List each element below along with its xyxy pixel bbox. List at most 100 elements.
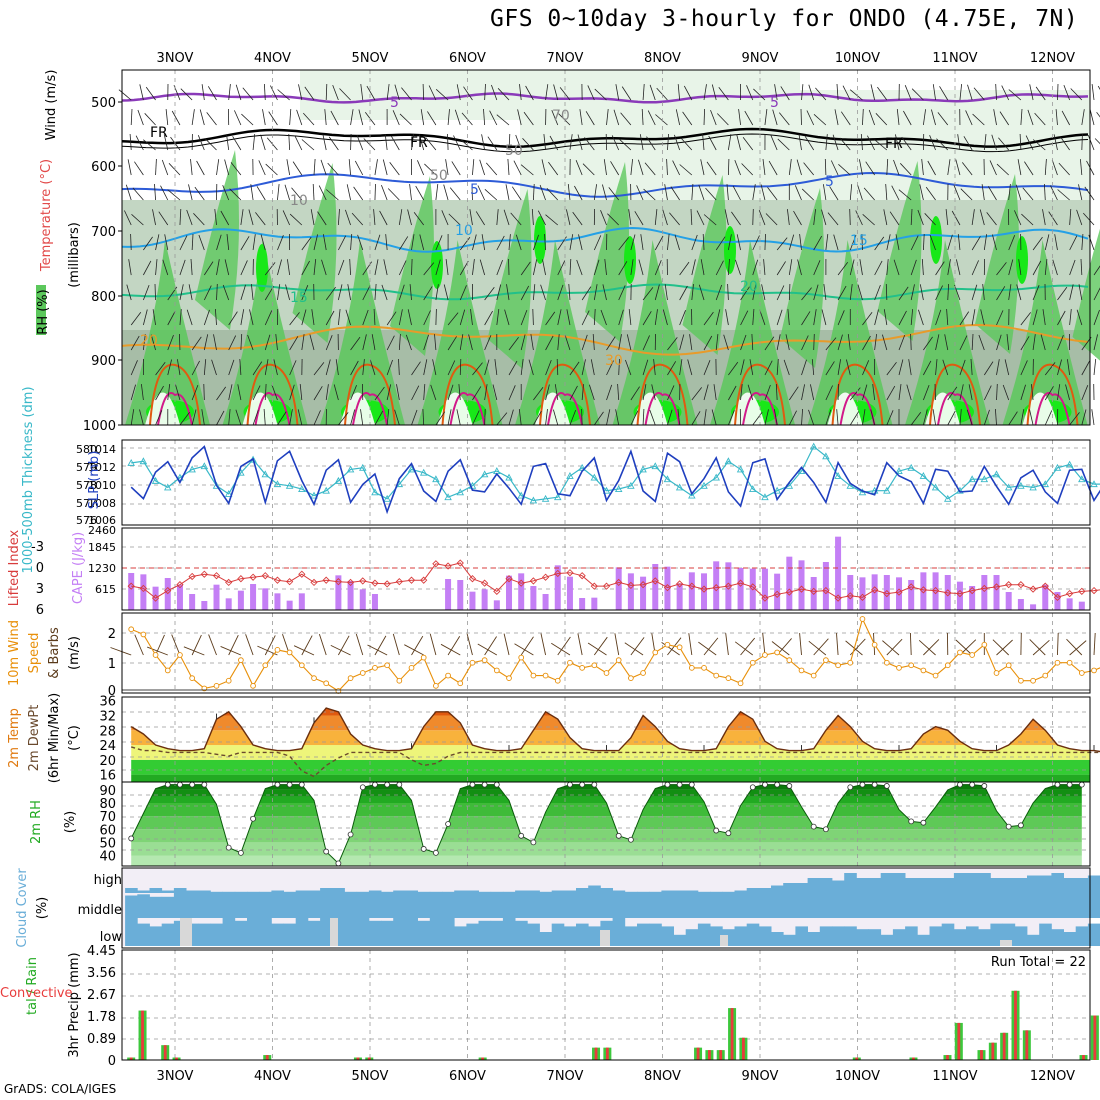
wind-barb — [240, 260, 248, 276]
li-point — [749, 583, 757, 591]
thickness-point — [432, 475, 440, 483]
wind-barb — [386, 84, 390, 101]
wind-barb — [313, 234, 318, 251]
rh-bright-cell — [624, 236, 636, 284]
wind-barb — [1044, 362, 1056, 376]
wind-barb — [418, 134, 425, 151]
wind-barb — [927, 160, 936, 176]
wind-barb — [168, 163, 181, 176]
wind-barb — [954, 284, 961, 301]
wind-barb — [318, 633, 327, 656]
wind-barb — [398, 309, 403, 326]
cloud-bar — [393, 893, 406, 918]
temp-contour-30c — [937, 392, 973, 426]
li-point — [1005, 581, 1013, 589]
wind-barb — [727, 158, 730, 176]
wind-barb — [862, 384, 868, 401]
wind-barb — [327, 162, 339, 176]
wind-barb — [764, 233, 766, 251]
li-point — [627, 581, 635, 590]
rh-point — [920, 819, 927, 826]
thickness-point — [651, 462, 660, 470]
wind-barb — [891, 185, 900, 201]
rh-point — [591, 781, 598, 788]
wind-barb — [715, 236, 726, 251]
cloud-bar — [1014, 926, 1028, 946]
wind-speed-point — [518, 654, 525, 661]
wind-barb — [350, 360, 359, 376]
precip-conv-bar — [141, 1010, 144, 1060]
wind-barb — [698, 284, 705, 301]
wind-barb — [641, 108, 644, 126]
wind-barb — [435, 235, 443, 251]
wind-barb — [386, 335, 395, 351]
wind-barb — [796, 159, 802, 176]
wind-barb — [277, 235, 284, 251]
wind-barb — [296, 109, 303, 126]
cape-bar — [896, 577, 903, 610]
wind-barb — [602, 284, 607, 301]
wind-speed-point — [347, 675, 354, 681]
wind-barb — [593, 284, 598, 301]
wind-barb — [636, 185, 644, 201]
temp-band — [131, 774, 1090, 782]
wind-barb — [508, 360, 518, 376]
cape-tick: 615 — [95, 583, 116, 596]
wind-barb — [886, 638, 903, 656]
wind-barb — [145, 86, 156, 101]
cape-bar — [457, 580, 464, 610]
precip-unit-label: 3hr Precip (mm) — [67, 952, 82, 1057]
wind-barb — [996, 359, 1000, 376]
date-label-bottom: 3NOV — [157, 1069, 194, 1084]
wind-speed-point — [311, 675, 317, 681]
wind-speed-point — [493, 667, 500, 674]
run-total-label: Run Total = 22 — [991, 955, 1086, 970]
cloud-bar — [844, 926, 857, 946]
wind-barb — [179, 259, 186, 276]
wind-barb — [554, 384, 559, 401]
thickness-point — [1041, 480, 1050, 488]
temp-line — [130, 707, 1100, 753]
wind-barb — [983, 385, 992, 401]
wind-barb — [1093, 334, 1098, 351]
wind-barb — [228, 335, 237, 351]
wind-barb — [857, 284, 863, 301]
wind-barb — [687, 359, 693, 376]
wind-barb — [776, 237, 788, 251]
wind-barb — [456, 409, 461, 426]
wind-barb — [787, 309, 790, 326]
wind-barb — [1020, 384, 1026, 401]
wind-barb — [303, 112, 315, 126]
temp-contour-25c — [344, 363, 396, 426]
wind-barb — [481, 234, 486, 251]
rh-point — [1017, 822, 1024, 829]
wind-speed-point — [969, 652, 975, 658]
rh-band — [131, 789, 1082, 797]
wind-barb — [511, 186, 522, 201]
wind-barb — [932, 409, 936, 426]
wind-barb — [725, 633, 729, 656]
cloud-bar — [198, 923, 211, 946]
cloud-gap — [1000, 940, 1012, 946]
wind-barb — [525, 85, 534, 101]
wind-barb — [198, 234, 205, 251]
wind-barb — [520, 636, 534, 656]
rh-axis-label: RH (%) — [36, 289, 51, 334]
cape-tick: 1845 — [88, 541, 116, 554]
freezing-line — [121, 127, 1089, 149]
cloud-bar — [697, 891, 711, 894]
wind-barb — [301, 285, 309, 301]
wind-barb — [328, 136, 339, 151]
li-point — [688, 582, 696, 590]
wind-barb — [780, 86, 790, 101]
wind-barb — [886, 158, 889, 176]
wind-barb — [953, 185, 961, 201]
wind-speed-point — [286, 649, 293, 656]
cloud-bar — [137, 894, 150, 919]
wind-speed-point — [847, 659, 854, 666]
wind-barb — [549, 135, 559, 151]
thickness-point — [176, 473, 184, 481]
wind-barb — [330, 644, 351, 656]
rh-point — [1066, 781, 1073, 788]
cloud-bar — [234, 920, 248, 946]
